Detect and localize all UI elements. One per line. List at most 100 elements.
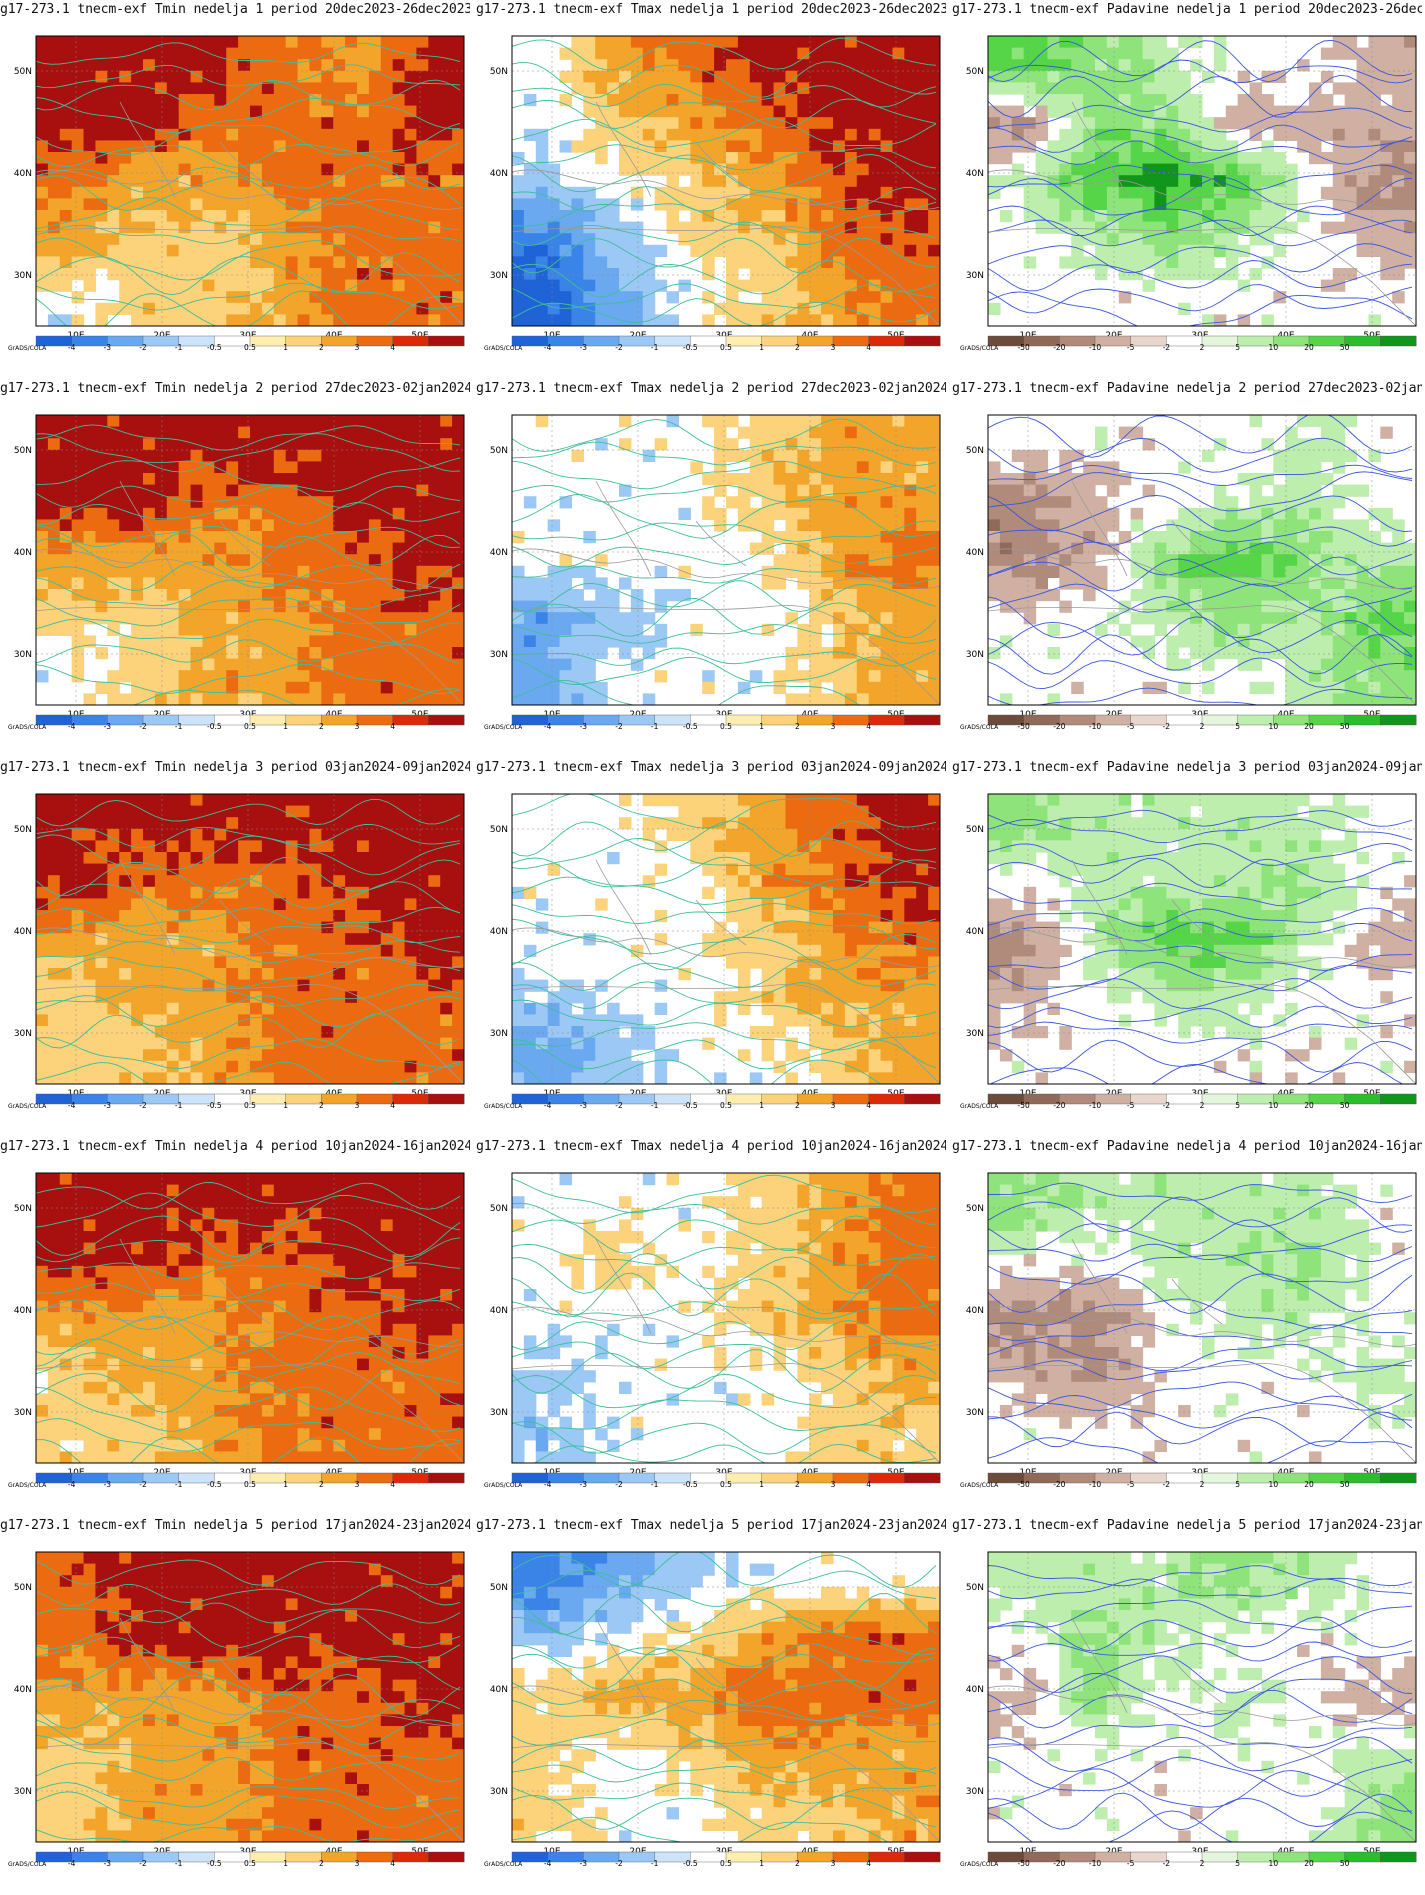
colorbar-swatch (761, 1472, 798, 1484)
colorbar-label: -2 (1163, 722, 1171, 731)
anomaly-shading (988, 1173, 1416, 1463)
forecast-panel-tmin-week-3: g17-273.1 tnecm-exf Tmin nedelja 3 perio… (0, 758, 470, 1136)
coastlines (36, 859, 464, 1084)
y-tick-label: 50N (966, 1204, 984, 1214)
map-plot: 10E20E30E40E50E50N40N30N-4-3-2-1-0.50.51… (484, 1172, 941, 1489)
colorbar-swatch (428, 1851, 465, 1863)
y-tick-label: 30N (14, 1029, 32, 1039)
contour-lines (512, 1174, 937, 1463)
colorbar-label: 2 (795, 1101, 800, 1110)
anomaly-shading (988, 36, 1416, 326)
colorbar-label: 50 (1340, 1480, 1350, 1489)
forecast-panel-padavine-week-5: g17-273.1 tnecm-exf Padavine nedelja 5 p… (952, 1516, 1422, 1894)
colorbar-swatch (547, 1851, 584, 1863)
colorbar: -50 -20 -10 -5 -2 2 5 10 20 50 (987, 714, 1417, 731)
colorbar-swatch (71, 1851, 108, 1863)
panel-title: g17-273.1 tnecm-exf Padavine nedelja 2 p… (952, 381, 1422, 396)
coastlines (988, 101, 1416, 326)
grads-credit: GrADS/COLA (960, 724, 999, 731)
y-tick-label: 40N (966, 927, 984, 937)
colorbar-label: 1 (759, 1480, 764, 1489)
colorbar-label: 4 (390, 1480, 395, 1489)
y-tick-label: 30N (14, 271, 32, 281)
coastlines (512, 1617, 940, 1842)
colorbar-swatch (356, 714, 394, 726)
colorbar-label: -1 (651, 1101, 659, 1110)
colorbar-swatch (142, 714, 180, 726)
colorbar-label: -0.5 (683, 343, 698, 352)
forecast-panel-padavine-week-4: g17-273.1 tnecm-exf Padavine nedelja 4 p… (952, 1137, 1422, 1515)
colorbar-label: 50 (1340, 1859, 1350, 1868)
colorbar-swatch (618, 335, 656, 347)
colorbar-label: 1 (283, 1101, 288, 1110)
colorbar: -50 -20 -10 -5 -2 2 5 10 20 50 (987, 1851, 1417, 1868)
colorbar-label: -2 (615, 343, 623, 352)
graticule (988, 1552, 1416, 1842)
colorbar-label: 10 (1269, 1101, 1279, 1110)
colorbar-label: 4 (390, 1101, 395, 1110)
y-tick-label: 40N (14, 1685, 32, 1695)
colorbar-label: -1 (651, 1480, 659, 1489)
colorbar-swatch (797, 714, 834, 726)
grads-credit: GrADS/COLA (8, 1861, 47, 1868)
colorbar-swatch (547, 335, 584, 347)
colorbar-swatch (832, 1851, 870, 1863)
panel-title: g17-273.1 tnecm-exf Tmin nedelja 3 perio… (0, 760, 470, 775)
colorbar-label: 2 (795, 1480, 800, 1489)
colorbar-swatch (618, 1472, 656, 1484)
colorbar-label: -50 (1018, 1101, 1030, 1110)
colorbar-label: 20 (1304, 343, 1314, 352)
colorbar-swatch (142, 1851, 180, 1863)
colorbar-swatch (356, 335, 394, 347)
colorbar-label: 0.5 (720, 343, 732, 352)
colorbar-label: -20 (1053, 1480, 1065, 1489)
colorbar-label: 4 (866, 722, 871, 731)
colorbar-swatch (797, 1093, 834, 1105)
colorbar-label: 5 (1235, 722, 1240, 731)
colorbar-label: -4 (544, 1859, 552, 1868)
y-tick-label: 50N (14, 825, 32, 835)
colorbar-label: -20 (1053, 1101, 1065, 1110)
colorbar-label: 20 (1304, 1480, 1314, 1489)
colorbar-swatch (1130, 1093, 1167, 1105)
colorbar-swatch (321, 1851, 358, 1863)
colorbar-label: -3 (580, 1859, 588, 1868)
y-tick-label: 50N (490, 825, 508, 835)
map-plot: 10E20E30E40E50E50N40N30N-50-20-10-5-2251… (960, 414, 1417, 731)
colorbar-label: 2 (319, 1101, 324, 1110)
colorbar-label: -2 (615, 1859, 623, 1868)
colorbar-swatch (1344, 335, 1381, 347)
map-plot: 10E20E30E40E50E50N40N30N-4-3-2-1-0.50.51… (484, 1551, 941, 1868)
colorbar-label: -3 (104, 1859, 112, 1868)
colorbar-label: 3 (831, 1859, 836, 1868)
coastlines (36, 101, 464, 326)
colorbar-label: 4 (866, 343, 871, 352)
colorbar-swatch (356, 1093, 394, 1105)
y-tick-label: 30N (966, 1787, 984, 1797)
colorbar-swatch (1380, 1851, 1417, 1863)
colorbar-label: -0.5 (683, 1480, 698, 1489)
colorbar-label: 0.5 (720, 1101, 732, 1110)
colorbar-label: 50 (1340, 722, 1350, 731)
colorbar-label: 20 (1304, 1859, 1314, 1868)
graticule (988, 415, 1416, 705)
colorbar-label: 2 (795, 722, 800, 731)
grads-credit: GrADS/COLA (8, 724, 47, 731)
colorbar-swatch (761, 1093, 798, 1105)
colorbar: -4 -3 -2 -1 -0.5 0.5 1 2 3 4 (35, 335, 465, 352)
y-tick-label: 40N (966, 169, 984, 179)
grads-credit: GrADS/COLA (484, 1861, 523, 1868)
y-tick-label: 30N (14, 1408, 32, 1418)
colorbar-label: -3 (104, 1480, 112, 1489)
colorbar-swatch (285, 335, 322, 347)
y-tick-label: 40N (14, 927, 32, 937)
colorbar-label: 5 (1235, 1859, 1240, 1868)
colorbar-label: -4 (544, 722, 552, 731)
forecast-panel-tmax-week-5: g17-273.1 tnecm-exf Tmax nedelja 5 perio… (476, 1516, 946, 1894)
colorbar-swatch (832, 1093, 870, 1105)
y-tick-label: 40N (14, 1306, 32, 1316)
colorbar-label: 3 (355, 1101, 360, 1110)
coastlines (512, 859, 940, 1084)
colorbar-swatch (107, 1851, 144, 1863)
